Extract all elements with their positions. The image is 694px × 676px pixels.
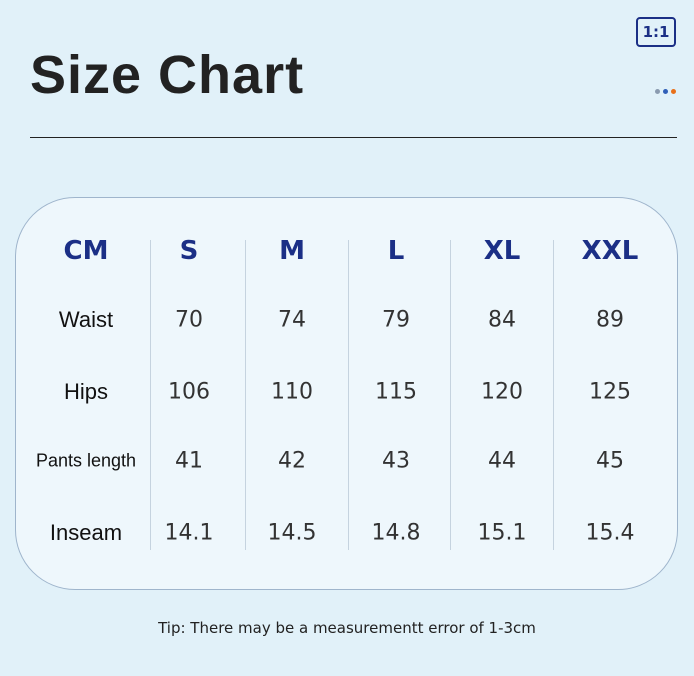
cell-value: 106 (168, 379, 210, 405)
column-header: XXL (581, 236, 639, 266)
column-header: L (387, 236, 405, 266)
divider (30, 137, 677, 138)
table-panel (15, 197, 678, 590)
column-header: XL (483, 236, 521, 266)
ratio-badge: 1:1 (636, 17, 676, 47)
column-divider (348, 240, 349, 550)
row-label: Hips (63, 379, 109, 404)
dot (671, 89, 676, 94)
cell-value: 14.5 (267, 520, 317, 546)
column-header: M (279, 236, 305, 266)
cell-value: 120 (481, 379, 523, 405)
cell-value: 43 (382, 448, 410, 474)
column-header: S (179, 236, 199, 266)
cell-value: 15.1 (477, 520, 527, 546)
cell-value: 89 (596, 307, 624, 333)
row-label: Waist (58, 307, 114, 332)
row-label: Inseam (49, 520, 123, 545)
tip: Tip: There may be a measurementt error o… (158, 619, 536, 637)
cell-value: 74 (278, 307, 306, 333)
cell-value: 44 (488, 448, 516, 474)
dot (663, 89, 668, 94)
cell-value: 45 (596, 448, 624, 474)
column-divider (150, 240, 151, 550)
row-label: Pants length (35, 450, 137, 471)
cell-value: 115 (375, 379, 417, 405)
cell-value: 15.4 (585, 520, 635, 546)
cell-value: 41 (175, 448, 203, 474)
column-divider (245, 240, 246, 550)
cell-value: 125 (589, 379, 631, 405)
cell-value: 84 (488, 307, 516, 333)
cell-value: 14.1 (164, 520, 214, 546)
column-divider (553, 240, 554, 550)
column-header: CM (63, 236, 109, 266)
cell-value: 110 (271, 379, 313, 405)
cell-value: 42 (278, 448, 306, 474)
cell-value: 14.8 (371, 520, 421, 546)
column-divider (450, 240, 451, 550)
dot (655, 89, 660, 94)
title: Size Chart (30, 45, 305, 105)
cell-value: 70 (175, 307, 203, 333)
cell-value: 79 (382, 307, 410, 333)
